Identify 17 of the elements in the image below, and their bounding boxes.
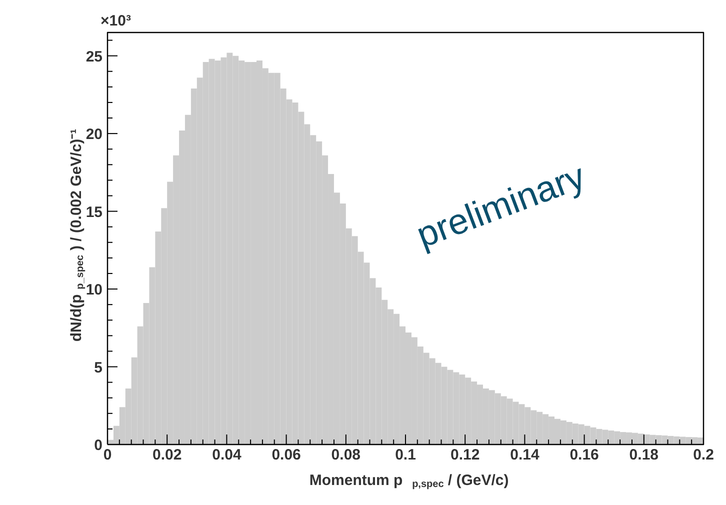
y-tick-label: 10 [86,282,103,299]
y-tick-label: 25 [86,48,103,66]
x-tick-label: 0.08 [331,446,361,464]
text: ×10³ [100,12,131,30]
x-tick-label: 0.2 [693,446,714,464]
y-tick-label: 15 [86,204,103,221]
y-axis-title: dN/d(pp_spec) / (0.002 GeV/c)⁻¹ [68,128,86,342]
y-tick-label: 5 [94,359,102,376]
x-tick-label: 0.06 [272,446,301,464]
x-tick-label: 0.14 [510,446,540,464]
x-tick-label: 0.16 [570,446,599,464]
y-tick-label: 20 [86,126,103,144]
x-tick-label: 0.02 [152,446,182,464]
x-tick-label: 0.18 [629,446,659,464]
x-tick-label: 0.12 [450,446,480,464]
x-tick-label: 0.04 [212,446,242,464]
x-tick-label: 0.1 [395,446,416,464]
